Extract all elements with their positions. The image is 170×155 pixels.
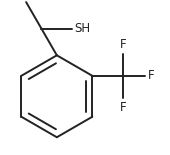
Text: SH: SH <box>74 22 90 35</box>
Text: F: F <box>120 38 126 51</box>
Text: F: F <box>120 101 126 114</box>
Text: F: F <box>148 69 154 82</box>
